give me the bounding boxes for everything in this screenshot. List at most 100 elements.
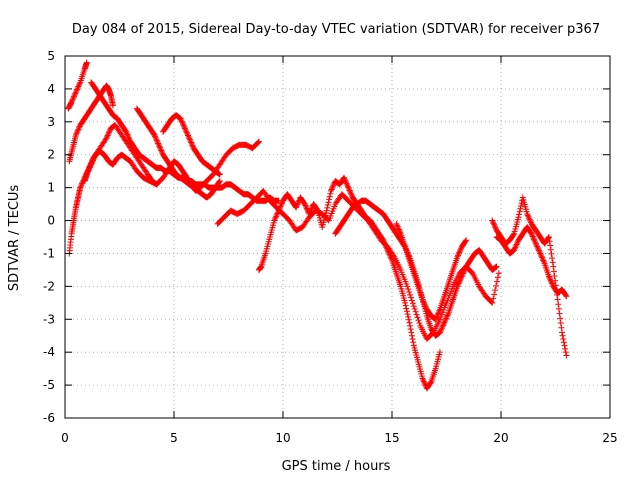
data-point — [75, 83, 82, 90]
data-point — [188, 139, 195, 146]
y-tick-label: -4 — [43, 345, 55, 359]
data-point — [72, 131, 79, 138]
data-point — [329, 185, 336, 192]
data-point — [393, 220, 400, 227]
y-tick-label: -1 — [43, 246, 55, 260]
data-point — [156, 143, 163, 150]
data-point — [414, 314, 421, 321]
data-point — [462, 238, 469, 245]
data-point — [436, 349, 443, 356]
data-point — [408, 329, 415, 336]
data-point — [563, 352, 570, 359]
data-point — [178, 118, 185, 125]
data-point — [329, 183, 336, 190]
x-tick-label: 10 — [275, 431, 290, 445]
series-track-i — [256, 174, 443, 392]
data-point — [396, 227, 403, 234]
data-point — [516, 211, 523, 218]
data-point — [395, 225, 402, 232]
data-point — [324, 202, 331, 209]
data-point — [548, 250, 555, 257]
x-axis-label: GPS time / hours — [282, 459, 391, 474]
data-point — [440, 320, 447, 327]
y-tick-label: 4 — [47, 82, 55, 96]
data-point — [558, 324, 565, 331]
data-point — [293, 202, 300, 209]
x-tick-label: 20 — [493, 431, 508, 445]
data-point — [562, 292, 569, 299]
chart-title: Day 084 of 2015, Sidereal Day-to-day VTE… — [72, 22, 600, 37]
data-point — [433, 313, 440, 320]
data-point — [531, 236, 538, 243]
x-tick-label: 25 — [602, 431, 617, 445]
data-point — [384, 247, 391, 254]
data-point — [489, 299, 496, 306]
data-point — [557, 320, 564, 327]
data-point — [154, 139, 161, 146]
data-point — [491, 223, 498, 230]
data-point — [420, 297, 427, 304]
data-point — [439, 323, 446, 330]
data-point — [492, 224, 499, 231]
data-point — [155, 141, 162, 148]
data-point — [216, 171, 223, 178]
data-point — [404, 311, 411, 318]
data-point — [559, 329, 566, 336]
data-point — [275, 209, 282, 216]
data-point — [422, 302, 429, 309]
data-point — [538, 253, 545, 260]
data-point — [189, 142, 196, 149]
data-point — [186, 135, 193, 142]
data-point — [86, 165, 93, 172]
data-point — [72, 89, 79, 96]
data-point — [432, 316, 439, 323]
y-tick-label: -5 — [43, 378, 55, 392]
data-point — [533, 241, 540, 248]
data-point — [324, 204, 331, 211]
data-point — [551, 273, 558, 280]
data-point — [421, 379, 428, 386]
data-point — [532, 240, 539, 247]
data-point — [489, 217, 496, 224]
data-point — [410, 303, 417, 310]
data-point — [532, 239, 539, 246]
series-track-g — [160, 112, 223, 178]
y-tick-label: 0 — [47, 214, 55, 228]
data-point — [550, 263, 557, 270]
data-point — [382, 242, 389, 249]
data-point — [344, 183, 351, 190]
data-point — [76, 124, 83, 131]
data-point — [517, 202, 524, 209]
data-point — [72, 90, 79, 97]
data-point — [293, 204, 300, 211]
data-point — [420, 378, 427, 385]
y-tick-label: 1 — [47, 181, 55, 195]
data-point — [549, 259, 556, 266]
data-point — [183, 128, 190, 135]
data-point — [271, 216, 278, 223]
data-point — [406, 289, 413, 296]
data-point — [326, 196, 333, 203]
data-point — [461, 266, 468, 273]
data-point — [547, 246, 554, 253]
data-point — [441, 319, 448, 326]
data-point — [91, 154, 98, 161]
data-point — [419, 296, 426, 303]
data-point — [556, 310, 563, 317]
data-point — [303, 203, 310, 210]
data-point — [342, 178, 349, 185]
data-point — [314, 206, 321, 213]
data-point — [216, 178, 223, 185]
data-point — [180, 121, 187, 128]
data-point — [181, 123, 188, 130]
data-point — [404, 283, 411, 290]
data-point — [434, 312, 441, 319]
data-point — [540, 257, 547, 264]
data-point — [83, 171, 90, 178]
series-track-m — [493, 224, 570, 300]
x-tick-label: 5 — [170, 431, 178, 445]
data-point — [71, 92, 78, 99]
data-point — [153, 136, 160, 143]
data-point — [277, 203, 284, 210]
data-point — [555, 305, 562, 312]
